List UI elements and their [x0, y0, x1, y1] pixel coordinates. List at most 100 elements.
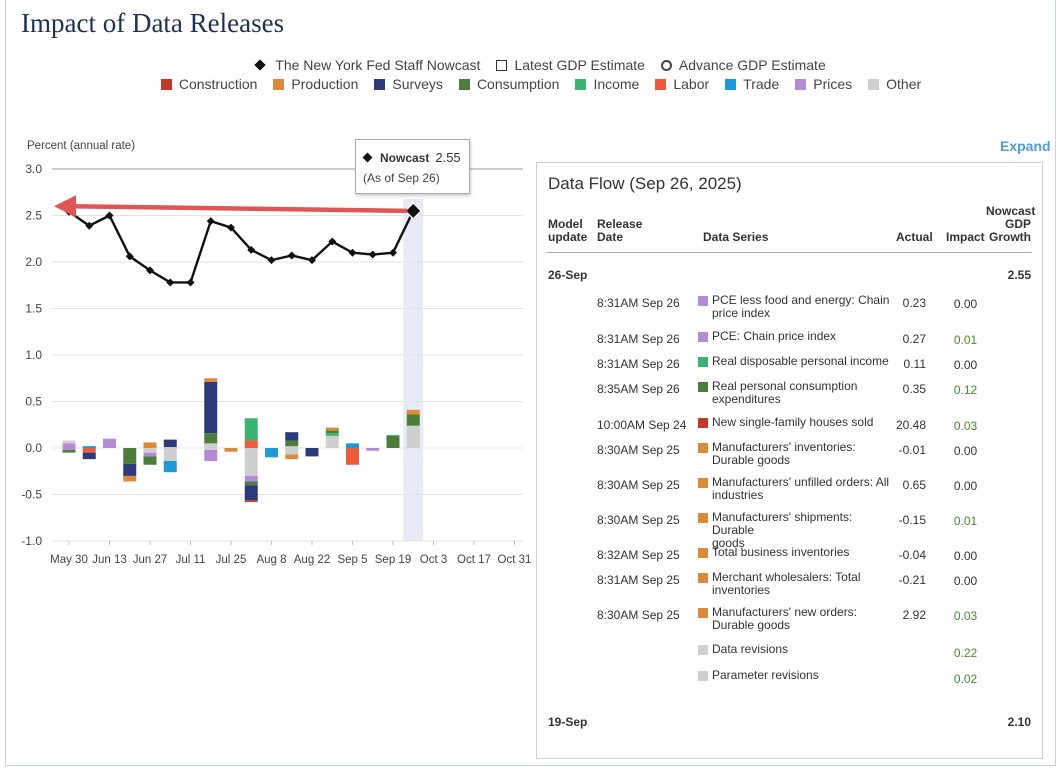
bar-segment	[325, 435, 339, 448]
category-swatch	[698, 513, 708, 523]
data-series-name: Manufacturers' new orders: Durable goods	[712, 605, 858, 632]
tooltip-value: 2.55	[435, 150, 461, 165]
circle-icon	[660, 59, 672, 71]
release-date: 8:30AM Sep 25	[597, 513, 680, 527]
category-swatch	[698, 478, 708, 488]
bar-segment	[224, 448, 238, 452]
legend-item[interactable]: Labor	[655, 76, 709, 92]
legend-item[interactable]: Advance GDP Estimate	[660, 57, 826, 73]
release-date: 8:31AM Sep 25	[597, 573, 680, 587]
category-swatch	[698, 382, 708, 392]
category-swatch	[698, 548, 708, 558]
legend-label: Income	[593, 76, 640, 92]
release-date: 8:32AM Sep 25	[597, 548, 680, 562]
legend-item[interactable]: Other	[868, 76, 921, 92]
data-flow-panel: Data Flow (Sep 26, 2025) Model update Re…	[536, 162, 1043, 759]
expand-link[interactable]: Expand	[1000, 138, 1051, 154]
legend-label: Other	[886, 76, 922, 92]
data-series-name: Real personal consumption expenditures	[712, 379, 858, 406]
y-tick-label: 1.5	[25, 302, 42, 316]
release-date: 10:00AM Sep 24	[597, 418, 687, 432]
bar-segment	[406, 425, 420, 448]
legend-item[interactable]: Income	[575, 76, 639, 92]
category-swatch	[698, 645, 708, 655]
legend-item[interactable]: Construction	[160, 76, 257, 92]
legend-label: Labor	[673, 76, 710, 92]
legend-label: Consumption	[476, 76, 560, 92]
bar-segment	[62, 440, 76, 444]
bar-segment	[244, 475, 258, 482]
bar-segment	[406, 414, 420, 426]
legend-label: Trade	[743, 76, 780, 92]
bar-segment	[163, 461, 177, 473]
y-tick-label: -0.5	[21, 488, 42, 502]
bar-segment	[143, 456, 157, 465]
bar-segment	[325, 433, 339, 436]
legend-label: The New York Fed Staff Nowcast	[275, 57, 481, 73]
color-swatch	[458, 78, 470, 90]
bar-segment	[82, 446, 96, 448]
x-tick-label: Jun 13	[92, 554, 127, 566]
category-swatch	[698, 418, 708, 428]
legend-label: Production	[291, 76, 359, 92]
x-tick-label: Sep 5	[337, 554, 367, 566]
impact-value: 0.01	[953, 333, 978, 347]
bar-segment	[386, 435, 400, 448]
bar-segment	[62, 448, 76, 450]
legend-item[interactable]: Latest GDP Estimate	[496, 57, 645, 73]
y-tick-label: 1.0	[25, 348, 42, 362]
category-legend: Construction Production Surveys Consumption…	[12, 76, 1058, 92]
bar-segment	[244, 448, 258, 476]
impact-value: 0.22	[953, 646, 978, 660]
nowcast-point	[348, 248, 357, 257]
x-tick-label: Oct 31	[498, 554, 532, 566]
bar-segment	[325, 427, 339, 431]
widget-frame	[5, 0, 1056, 766]
header-release-date: Release Date	[597, 217, 643, 244]
impact-value: 0.00	[953, 358, 978, 372]
bar-segment	[285, 432, 299, 441]
category-swatch	[698, 573, 708, 583]
x-tick-label: Jul 25	[216, 554, 247, 566]
annotation-arrow	[69, 203, 408, 214]
bar-segment	[204, 433, 218, 444]
data-series-name: Merchant wholesalers: Total inventories	[712, 570, 861, 597]
color-swatch	[160, 78, 172, 90]
release-date: 8:35AM Sep 26	[597, 382, 680, 396]
bar-segment	[143, 442, 157, 448]
color-swatch	[575, 78, 587, 90]
data-series-name: Manufacturers' shipments: Durable goods	[712, 510, 853, 550]
legend-item[interactable]: Trade	[725, 76, 779, 92]
data-series-name: Data revisions	[712, 642, 789, 656]
bar-segment	[244, 485, 258, 501]
legend-item[interactable]: Prices	[795, 76, 852, 92]
bar-segment	[62, 443, 76, 448]
legend-label: Prices	[813, 76, 853, 92]
actual-value: -0.04	[898, 548, 926, 562]
y-axis-label: Percent (annual rate)	[27, 140, 135, 152]
bar-segment	[244, 500, 258, 502]
release-date: 8:31AM Sep 26	[597, 332, 680, 346]
bar-segment	[204, 443, 218, 448]
impact-value: 0.00	[953, 297, 978, 311]
legend-item[interactable]: Surveys	[374, 76, 443, 92]
bar-segment	[163, 447, 177, 448]
group-label: 26-Sep	[548, 268, 588, 282]
data-series-name: Real disposable personal income	[712, 354, 889, 368]
legend-label: Advance GDP Estimate	[678, 57, 826, 73]
legend-item[interactable]: Consumption	[458, 76, 560, 92]
bar-segment	[123, 475, 137, 482]
header-data-series: Data Series	[703, 230, 769, 244]
header-actual: Actual	[896, 230, 933, 244]
group-label: 19-Sep	[548, 715, 588, 729]
bar-segment	[82, 452, 96, 460]
bar-segment	[406, 409, 420, 415]
bar-segment	[386, 434, 400, 436]
arrow-head	[54, 195, 76, 218]
bar-segment	[163, 439, 177, 448]
y-tick-label: 0.0	[25, 441, 42, 455]
square-icon	[496, 59, 508, 71]
legend-item[interactable]: Production	[273, 76, 358, 92]
legend-item[interactable]: The New York Fed Staff Nowcast	[254, 57, 481, 73]
nowcast-point	[166, 278, 175, 287]
